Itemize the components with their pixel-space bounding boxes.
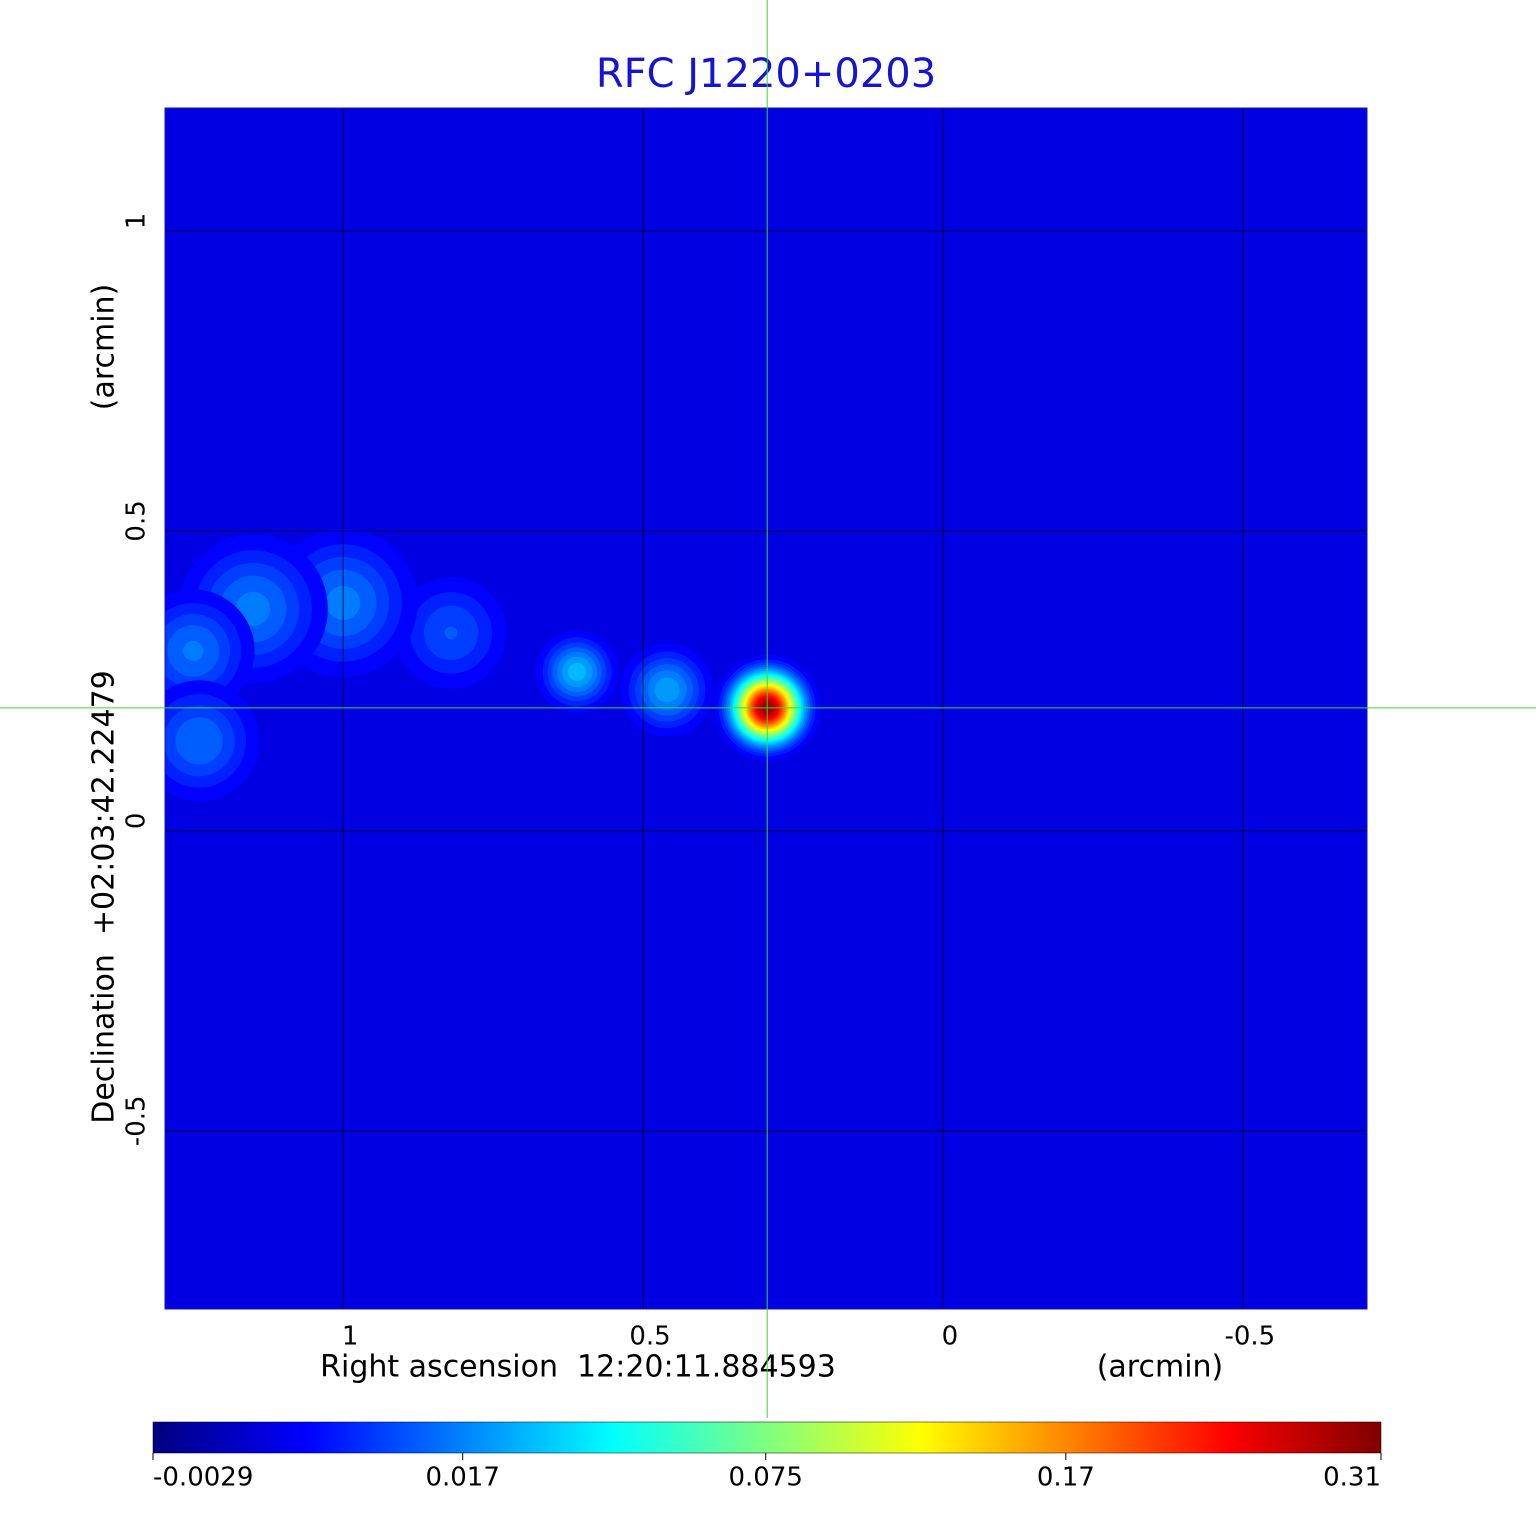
y-tick-label: 0 [122,813,152,830]
colorbar-tick-label: 0.075 [729,1463,803,1493]
x-axis-label: Right ascension 12:20:11.884593 [320,1350,836,1385]
source-level [568,662,587,681]
chart-title: RFC J1220+0203 [596,51,936,97]
x-tick-label: -0.5 [1224,1322,1275,1352]
y-axis-label: Declination +02:03:42.22479 [87,670,122,1124]
colorbar [152,1421,1382,1454]
x-tick-label: 0.5 [629,1322,670,1352]
x-axis-unit: (arcmin) [1097,1350,1224,1385]
source-level [183,640,204,661]
colorbar-tick-label: 0.31 [1323,1463,1381,1493]
y-tick-label: 1 [122,213,152,230]
x-tick-label: 0 [942,1322,959,1352]
source-level [444,626,458,640]
source-level [654,677,680,703]
y-axis-unit: (arcmin) [87,284,122,411]
plot-frame [164,107,1368,1310]
y-tick-label: -0.5 [122,1095,152,1146]
x-tick-label: 1 [342,1322,359,1352]
y-tick-label: 0.5 [122,500,152,541]
colorbar-tick-label: 0.017 [425,1463,499,1493]
colorbar-tick-label: -0.0029 [153,1463,253,1493]
source-level [175,717,223,765]
colorbar-tick-label: 0.17 [1037,1463,1095,1493]
